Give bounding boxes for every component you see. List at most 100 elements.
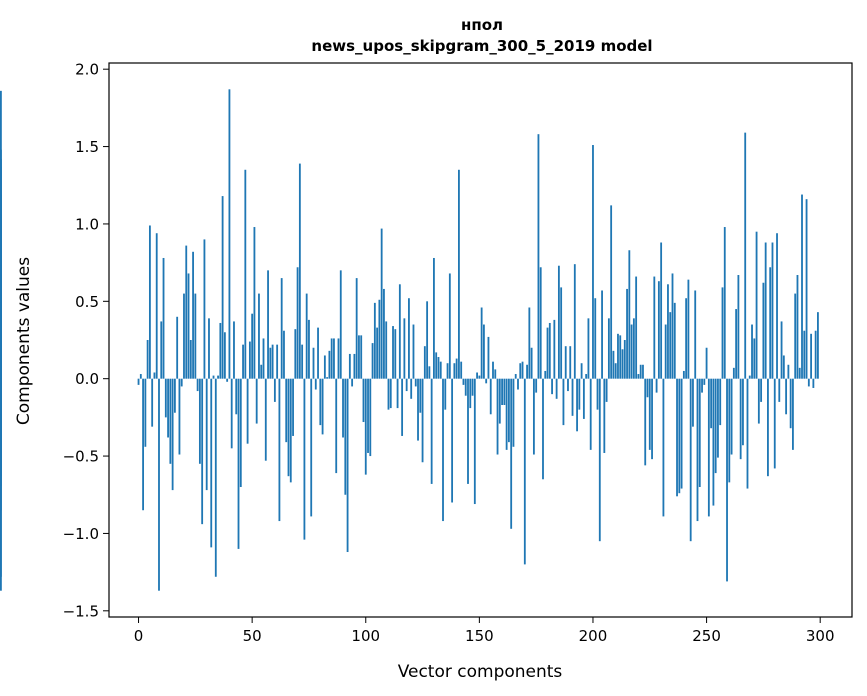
bar-71	[298, 163, 301, 379]
bar-1	[139, 374, 142, 379]
bar-115	[398, 284, 401, 379]
bar-88	[337, 338, 340, 379]
bar-223	[644, 378, 647, 466]
bar-242	[687, 279, 690, 379]
x-tick-label: 100	[351, 627, 380, 645]
bar-275	[762, 282, 765, 379]
bar-240	[682, 370, 685, 379]
bar-96	[355, 278, 358, 379]
bar-84	[328, 350, 331, 379]
bar-121	[412, 324, 415, 379]
bar-265	[739, 378, 742, 460]
bar-27	[198, 378, 201, 464]
bar-81	[321, 378, 324, 435]
bar-26	[196, 378, 199, 392]
bar-106	[378, 299, 381, 379]
bar-200	[592, 145, 594, 379]
bar-166	[514, 374, 517, 379]
bar-51	[253, 227, 256, 379]
bar-270	[751, 324, 753, 379]
bar-124	[419, 378, 422, 413]
bar-214	[623, 340, 626, 379]
bar-238	[678, 378, 681, 494]
bar-151	[480, 307, 483, 379]
bar-170	[523, 378, 526, 565]
bar-162	[505, 378, 508, 450]
bar-99	[362, 378, 365, 423]
bar-undefined	[0, 378, 2, 415]
bar-76	[310, 378, 313, 517]
bar-36	[219, 322, 222, 379]
bar-104	[373, 302, 376, 379]
bar-298	[814, 330, 817, 379]
bar-46	[242, 344, 244, 379]
bar-246	[696, 378, 699, 522]
bar-204	[601, 290, 603, 379]
bar-103	[371, 343, 374, 379]
bar-289	[794, 293, 797, 379]
bar-18	[178, 378, 181, 455]
bar-57	[267, 270, 269, 379]
bar-33	[212, 375, 215, 379]
bar-126	[423, 346, 426, 379]
bar-58	[269, 347, 272, 379]
bar-197	[585, 374, 588, 379]
bar-series	[0, 89, 819, 591]
bar-278	[769, 267, 772, 379]
bar-158	[496, 378, 499, 455]
bar-294	[805, 199, 808, 379]
bar-10	[160, 321, 163, 379]
bar-53	[258, 293, 260, 379]
bar-39	[226, 378, 229, 382]
bar-210	[614, 363, 617, 379]
bar-65	[285, 378, 288, 443]
bar-202	[596, 378, 599, 410]
bar-28	[201, 378, 204, 525]
bar-241	[685, 298, 688, 379]
bar-67	[289, 378, 292, 483]
bar-109	[385, 321, 388, 379]
bar-209	[612, 350, 615, 379]
bar-257	[721, 287, 724, 379]
bar-59	[271, 344, 274, 379]
bar-110	[387, 378, 390, 410]
y-axis-label: Components values	[14, 257, 34, 425]
bar-74	[305, 293, 308, 379]
bar-0	[137, 378, 140, 385]
y-tick-label: 2.0	[75, 61, 99, 79]
bar-207	[607, 318, 610, 379]
bar-113	[394, 329, 397, 379]
bar-262	[732, 367, 735, 379]
bar-139	[453, 363, 456, 379]
bar-118	[405, 378, 408, 392]
bar-226	[651, 378, 653, 460]
bar-147	[471, 378, 474, 396]
bar-245	[694, 290, 697, 379]
bar-61	[276, 344, 279, 379]
bar-189	[567, 378, 569, 392]
bar-77	[312, 347, 315, 379]
bar-89	[339, 270, 342, 379]
bar-82	[323, 355, 326, 379]
bar-293	[803, 330, 806, 379]
bar-135	[444, 378, 447, 410]
bar-48	[246, 378, 249, 444]
bar-80	[319, 378, 322, 426]
bar-255	[717, 378, 719, 458]
bar-217	[630, 324, 633, 379]
bar-93	[348, 353, 351, 379]
y-tick-label: −1.0	[63, 525, 99, 543]
bar-44	[237, 378, 240, 549]
bar-190	[569, 346, 572, 379]
bar-168	[519, 363, 522, 379]
bar-55	[262, 338, 265, 379]
bar-108	[383, 288, 385, 379]
bar-283	[780, 321, 783, 379]
bar-222	[642, 364, 644, 379]
bar-178	[542, 378, 544, 480]
bar-12	[164, 378, 167, 418]
bar-131	[435, 352, 438, 379]
bar-273	[757, 378, 760, 424]
bar-31	[208, 318, 210, 379]
bar-129	[430, 378, 433, 484]
